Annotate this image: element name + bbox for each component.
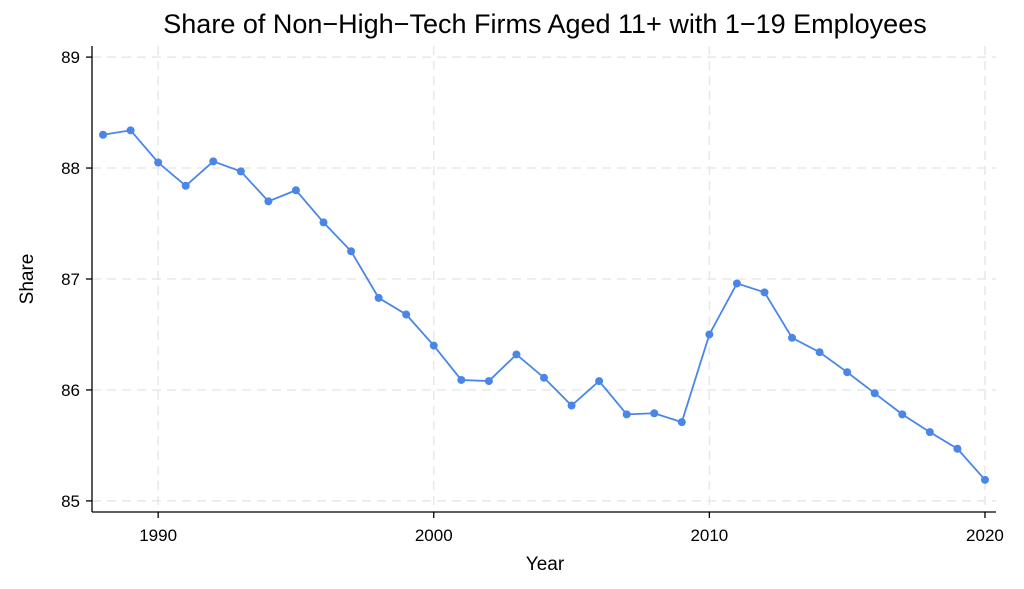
grid bbox=[92, 46, 996, 512]
data-point bbox=[429, 341, 438, 350]
data-point bbox=[595, 377, 604, 386]
data-point bbox=[264, 197, 273, 206]
data-point bbox=[99, 130, 108, 139]
data-point bbox=[980, 475, 989, 484]
data-point bbox=[953, 444, 962, 453]
y-tick-label: 88 bbox=[61, 159, 80, 178]
y-tick-label: 89 bbox=[61, 48, 80, 67]
y-tick-label: 87 bbox=[61, 270, 80, 289]
y-tick-label: 85 bbox=[61, 492, 80, 511]
data-point bbox=[512, 350, 521, 359]
data-point bbox=[126, 126, 135, 135]
data-point bbox=[347, 247, 356, 256]
data-point bbox=[650, 409, 659, 418]
data-point bbox=[898, 410, 907, 419]
data-point bbox=[705, 330, 714, 339]
data-point bbox=[319, 218, 328, 227]
y-axis-label: Share bbox=[17, 254, 38, 305]
data-point bbox=[815, 348, 824, 357]
data-point bbox=[374, 293, 383, 302]
data-point bbox=[732, 279, 741, 288]
data-point bbox=[760, 288, 769, 297]
data-point bbox=[843, 368, 852, 377]
data-point bbox=[291, 186, 300, 195]
data-point bbox=[788, 333, 797, 342]
data-point bbox=[925, 428, 934, 437]
data-point bbox=[154, 158, 163, 167]
x-axis-label: Year bbox=[526, 554, 565, 575]
data-point bbox=[402, 310, 411, 319]
series-line bbox=[102, 129, 986, 481]
data-point bbox=[870, 389, 879, 398]
x-tick-label: 2000 bbox=[415, 526, 453, 545]
x-tick-label: 2010 bbox=[690, 526, 728, 545]
data-point bbox=[567, 401, 576, 410]
data-point bbox=[236, 167, 245, 176]
series bbox=[99, 126, 989, 484]
data-point bbox=[622, 410, 631, 419]
data-point bbox=[677, 418, 686, 427]
data-point bbox=[209, 157, 218, 166]
x-tick-label: 1990 bbox=[139, 526, 177, 545]
data-point bbox=[181, 181, 190, 190]
x-tick-label: 2020 bbox=[966, 526, 1004, 545]
ticks: 85 86 87 88 89 1990 2000 2010 2020 bbox=[61, 48, 1004, 545]
data-point bbox=[457, 375, 466, 384]
y-tick-label: 86 bbox=[61, 381, 80, 400]
data-point bbox=[484, 377, 493, 386]
data-point bbox=[540, 373, 548, 382]
chart-title: Share of Non−High−Tech Firms Aged 11+ wi… bbox=[163, 9, 926, 39]
